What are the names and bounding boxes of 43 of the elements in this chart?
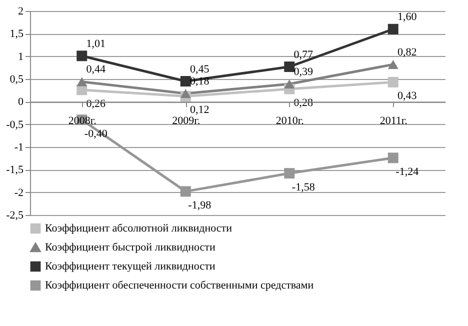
point [180, 76, 191, 87]
point [284, 79, 295, 89]
legend-label: Коэффициент текущей ликвидности [45, 260, 216, 272]
data-label: -1,24 [396, 166, 420, 178]
x-tick-label: 2010г. [276, 115, 304, 128]
data-label: 0,77 [294, 48, 314, 61]
point [388, 76, 398, 88]
y-tick-label: -1 [14, 142, 24, 154]
point [180, 88, 191, 98]
data-label: 0,82 [398, 46, 417, 58]
y-tick-label: -0,5 [6, 118, 24, 131]
data-label: 1,01 [86, 38, 106, 50]
x-tick-label: 2009г. [172, 115, 200, 128]
y-tick-label: 2 [18, 6, 24, 18]
y-tick-label: 1,5 [10, 28, 24, 40]
data-label: 0,45 [190, 63, 210, 76]
legend-label: Коэффициент быстрой ликвидности [45, 242, 216, 254]
x-tick-label: 2008г. [68, 115, 97, 128]
point [388, 60, 398, 70]
point [284, 62, 295, 72]
data-label: -1,58 [292, 181, 316, 194]
y-tick-label: -1,5 [6, 164, 24, 176]
data-label: 0,39 [294, 66, 314, 78]
data-label: -1,98 [188, 199, 212, 212]
y-tick-label: -2 [14, 186, 24, 199]
y-tick-label: 0 [18, 96, 24, 108]
point [388, 24, 398, 34]
y-tick-label: 1 [18, 50, 24, 63]
data-label: 0,12 [190, 104, 210, 116]
data-label: -0,40 [84, 128, 108, 140]
data-label: 0,43 [398, 90, 418, 102]
y-tick-label: -2,5 [6, 210, 24, 222]
data-label: 1,60 [398, 11, 418, 24]
x-tick-label: 2011г. [380, 115, 408, 128]
point [180, 186, 191, 197]
point [76, 77, 88, 86]
legend-label: Коэффициент обеспеченности собственными средствами [45, 280, 314, 292]
point [388, 152, 398, 164]
legend-label: Коэффициент абсолютной ликвидности [45, 222, 232, 234]
y-tick-label: 0,5 [10, 74, 24, 86]
data-label: 0,44 [86, 64, 106, 76]
point [284, 168, 295, 179]
point [76, 50, 88, 62]
